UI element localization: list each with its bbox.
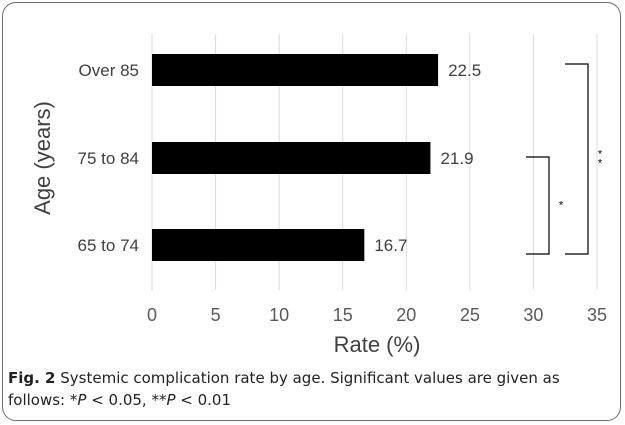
- y-axis-label: Age (years): [30, 101, 55, 215]
- value-labels: 22.5 21.9 16.7: [374, 61, 481, 255]
- bar-value-label: 16.7: [374, 236, 407, 255]
- x-tick-label: 15: [333, 305, 353, 325]
- x-tick-label: 5: [211, 305, 221, 325]
- x-tick-label: 20: [396, 305, 416, 325]
- x-tick-label: 25: [460, 305, 480, 325]
- bar: [152, 229, 365, 261]
- category-label: 65 to 74: [78, 236, 139, 255]
- figure-caption: Fig. 2 Systemic complication rate by age…: [8, 367, 608, 411]
- significance-star: *: [598, 158, 603, 170]
- caption-sig2-p: P: [166, 391, 176, 409]
- bar: [152, 54, 439, 86]
- significance-bracket: [526, 156, 550, 255]
- x-tick-label: 35: [587, 305, 607, 325]
- significance-star: *: [559, 200, 564, 212]
- x-axis-label: Rate (%): [334, 332, 421, 357]
- bar: [152, 142, 431, 174]
- x-tick-label: 10: [269, 305, 289, 325]
- caption-sig1-mark: *: [69, 391, 78, 409]
- category-label: Over 85: [79, 61, 139, 80]
- significance-brackets: ***: [526, 63, 603, 255]
- x-tick-labels: 0 5 10 15 20 25 30 35: [147, 305, 607, 325]
- bar-value-label: 21.9: [440, 149, 473, 168]
- category-label: 75 to 84: [78, 149, 139, 168]
- bar-chart: 22.5 21.9 16.7 Over 85 75 to 84 65 to 74 0 5 1…: [30, 34, 607, 357]
- significance-bracket: [565, 63, 589, 255]
- caption-sig2-mark: **: [151, 391, 167, 409]
- bars: [152, 54, 439, 261]
- caption-text: Systemic complication rate by age. Signi…: [8, 369, 560, 409]
- category-labels: Over 85 75 to 84 65 to 74: [78, 61, 139, 255]
- caption-fig-label: Fig. 2: [8, 369, 56, 387]
- x-tick-label: 30: [523, 305, 543, 325]
- caption-sig1-rest: < 0.05,: [86, 391, 152, 409]
- bar-value-label: 22.5: [448, 61, 481, 80]
- caption-sig2-rest: < 0.01: [175, 391, 232, 409]
- caption-sig1-p: P: [77, 391, 87, 409]
- significance-star: *: [598, 149, 603, 161]
- x-tick-label: 0: [147, 305, 157, 325]
